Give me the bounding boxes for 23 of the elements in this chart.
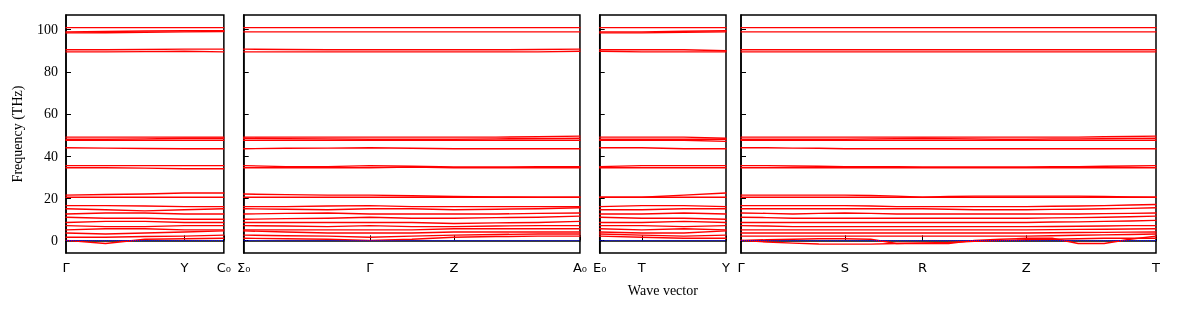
y-tick-label: 100 xyxy=(37,22,58,38)
y-tick-label: 0 xyxy=(51,232,58,248)
y-tick-label: 20 xyxy=(44,190,58,206)
x-tick-label: Z xyxy=(449,260,459,275)
x-tick-label: Σ₀ xyxy=(237,260,251,275)
y-tick-label: 80 xyxy=(44,64,58,80)
y-axis-title: Frequency (THz) xyxy=(9,85,26,183)
x-tick-label: Y xyxy=(179,260,189,275)
x-axis-title: Wave vector xyxy=(628,282,699,298)
x-tick-label: A₀ xyxy=(573,260,588,275)
x-tick-label: Y xyxy=(721,260,731,275)
x-tick-label: Γ xyxy=(62,260,71,275)
x-tick-label: C₀ xyxy=(216,260,231,275)
x-tick-label: S xyxy=(840,260,849,275)
x-tick-label: R xyxy=(917,260,927,275)
x-tick-label: T xyxy=(1150,260,1160,275)
x-tick-label: Γ xyxy=(366,260,375,275)
y-tick-label: 40 xyxy=(44,148,58,164)
x-tick-label: E₀ xyxy=(593,260,607,275)
y-tick-label: 60 xyxy=(44,106,58,122)
x-tick-label: Γ xyxy=(736,260,745,275)
x-tick-label: Z xyxy=(1021,260,1031,275)
x-tick-label: T xyxy=(637,260,647,275)
